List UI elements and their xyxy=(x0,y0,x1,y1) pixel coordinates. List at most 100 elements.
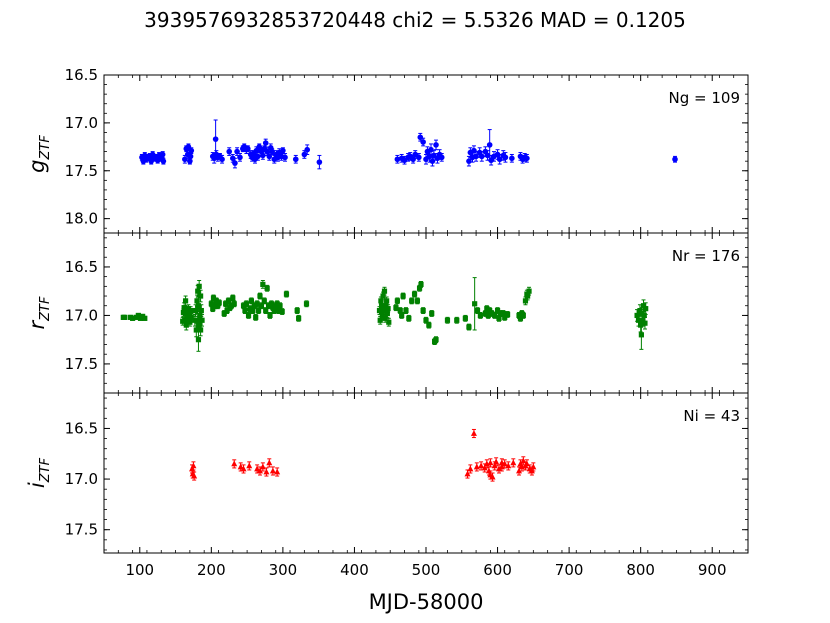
marker-circle xyxy=(187,153,194,160)
data-point-r xyxy=(247,305,253,313)
marker-square xyxy=(393,305,399,311)
data-point-r xyxy=(526,286,532,296)
marker-square xyxy=(185,315,191,321)
marker-triangle xyxy=(231,460,238,467)
marker-square xyxy=(181,305,187,311)
data-point-r xyxy=(193,322,199,338)
marker-square xyxy=(376,307,383,314)
marker-square xyxy=(496,315,502,321)
marker-square xyxy=(225,298,232,304)
marker-square xyxy=(260,281,266,287)
x-axis-label: MJD-58000 xyxy=(369,590,484,614)
data-point-g xyxy=(187,157,193,165)
marker-square xyxy=(504,311,511,318)
data-point-r xyxy=(494,307,501,314)
y-tick-label: 17.0 xyxy=(65,114,98,132)
data-point-r xyxy=(444,316,451,324)
marker-square xyxy=(379,303,385,309)
marker-square xyxy=(379,312,385,319)
data-point-r xyxy=(385,304,391,314)
data-point-r xyxy=(198,289,204,303)
marker-square xyxy=(193,327,199,333)
y-tick-label: 18.0 xyxy=(65,210,98,228)
marker-square xyxy=(487,307,493,314)
marker-square xyxy=(384,310,390,317)
marker-square xyxy=(221,310,227,317)
y-tick-label: 16.5 xyxy=(65,66,98,84)
data-point-r xyxy=(394,297,400,305)
marker-triangle xyxy=(263,468,270,475)
marker-square xyxy=(384,298,390,304)
data-point-r xyxy=(264,284,270,292)
marker-square xyxy=(263,307,269,314)
marker-triangle xyxy=(495,465,502,472)
marker-square xyxy=(243,301,249,307)
marker-square xyxy=(642,320,648,326)
marker-square xyxy=(386,319,392,325)
data-point-i xyxy=(510,458,517,468)
data-point-r xyxy=(406,314,412,322)
marker-circle xyxy=(524,155,530,162)
marker-circle xyxy=(255,153,261,160)
data-point-r xyxy=(400,292,406,300)
panel-g: 16.5 17.0 17.5 18.0 Ng = 109 gZTF xyxy=(25,66,749,234)
y-axis-label: iZTF xyxy=(25,457,53,488)
data-point-i xyxy=(231,459,238,469)
marker-square xyxy=(230,295,236,301)
marker-square xyxy=(489,310,495,317)
marker-circle xyxy=(226,148,233,155)
y-axis-label: gZTF xyxy=(25,135,53,173)
marker-square xyxy=(380,293,386,299)
data-point-r xyxy=(279,308,285,315)
marker-square xyxy=(397,307,403,314)
data-point-g xyxy=(502,152,509,163)
marker-square xyxy=(196,322,202,328)
marker-circle xyxy=(282,154,288,161)
data-point-r xyxy=(643,302,649,315)
marker-square xyxy=(640,317,646,323)
marker-triangle xyxy=(237,463,244,470)
marker-square xyxy=(195,303,202,309)
marker-square xyxy=(638,332,644,338)
marker-square xyxy=(199,317,205,323)
marker-triangle xyxy=(516,467,523,474)
data-point-g xyxy=(226,147,233,156)
data-point-r xyxy=(399,312,405,319)
data-point-r xyxy=(260,280,266,289)
y-axis-label-main: g xyxy=(25,159,49,172)
marker-square xyxy=(526,288,532,294)
marker-circle xyxy=(301,151,308,158)
marker-square xyxy=(522,298,529,304)
y-tick-label: 17.0 xyxy=(65,306,98,324)
data-point-g xyxy=(466,155,472,167)
marker-square xyxy=(231,301,237,307)
marker-circle xyxy=(417,134,424,141)
marker-circle xyxy=(280,147,286,154)
data-point-r xyxy=(454,316,460,324)
marker-square xyxy=(634,312,640,319)
marker-square xyxy=(394,298,400,304)
marker-square xyxy=(195,288,201,294)
data-point-r xyxy=(267,312,273,319)
marker-square xyxy=(264,285,270,291)
marker-square xyxy=(245,312,252,319)
marker-circle xyxy=(232,160,238,166)
marker-square xyxy=(275,307,282,314)
marker-square xyxy=(492,312,498,319)
marker-square xyxy=(423,317,429,323)
marker-square xyxy=(296,315,302,321)
marker-square xyxy=(294,307,300,314)
data-point-g xyxy=(316,154,323,170)
marker-triangle xyxy=(530,463,537,470)
marker-circle xyxy=(212,136,219,142)
data-point-r xyxy=(411,290,418,298)
marker-square xyxy=(462,315,468,321)
marker-square xyxy=(411,291,418,297)
data-point-r xyxy=(296,314,302,322)
marker-circle xyxy=(292,156,299,163)
data-point-r xyxy=(386,317,392,327)
data-point-r xyxy=(393,304,399,312)
data-point-r xyxy=(472,277,478,331)
marker-square xyxy=(485,312,491,319)
